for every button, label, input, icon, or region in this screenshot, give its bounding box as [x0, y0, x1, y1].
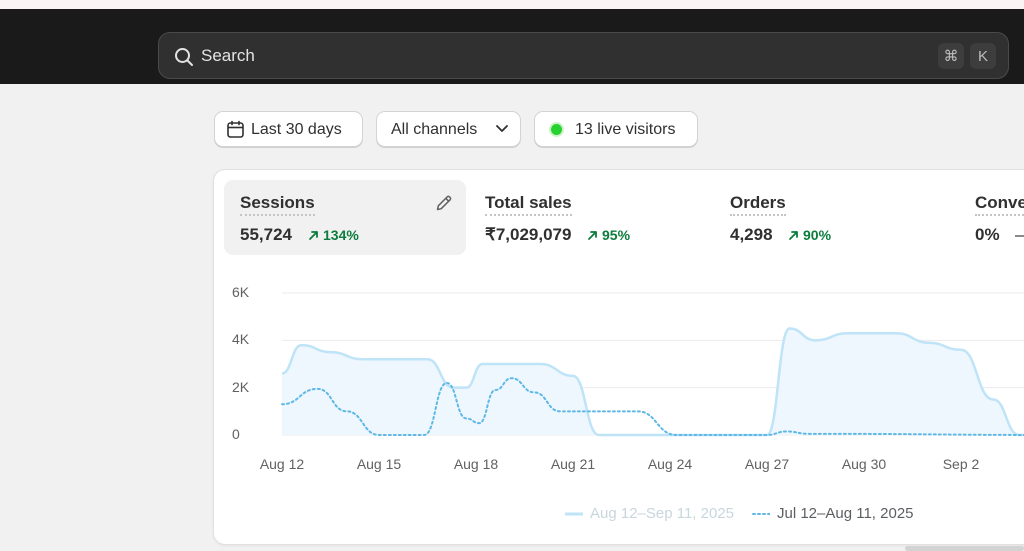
y-tick-label: 4K — [232, 331, 250, 347]
arrow-up-right-icon — [588, 230, 597, 240]
series-current-line — [281, 327, 1024, 437]
sessions-chart — [281, 292, 1024, 437]
metric-value: 0% — [975, 225, 1000, 244]
x-tick-label: Aug 30 — [841, 456, 887, 472]
analytics-card: Sessions 55,724 134% Total sales ₹7,029,… — [213, 169, 1024, 545]
search-bar[interactable]: ⌘ K — [158, 32, 1009, 79]
y-tick-label: 2K — [232, 379, 250, 395]
live-visitors-label: 13 live visitors — [575, 121, 676, 138]
legend-solid-line — [565, 512, 583, 515]
x-tick-label: Aug 27 — [744, 456, 790, 472]
legend-dotted-line — [752, 512, 770, 515]
metric-label: Total sales — [485, 193, 572, 216]
metric-label: Orders — [730, 193, 786, 216]
pencil-icon[interactable] — [434, 193, 454, 213]
metric-value: 55,724 — [240, 225, 292, 244]
x-tick-label: Aug 24 — [647, 456, 693, 472]
metric-change: 90% — [788, 227, 831, 243]
date-range-button[interactable]: Last 30 days — [214, 111, 363, 147]
channels-label: All channels — [391, 121, 478, 138]
legend-label: Jul 12–Aug 11, 2025 — [777, 505, 914, 522]
top-bar: ⌘ K — [0, 9, 1024, 84]
shortcut-cmd-key: ⌘ — [938, 43, 964, 69]
legend-current-period[interactable]: Aug 12–Sep 11, 2025 — [565, 505, 734, 522]
metric-change: 95% — [587, 227, 630, 243]
y-tick-label: 6K — [232, 284, 250, 300]
metric-conversion[interactable]: Conve 0% — [959, 180, 1024, 255]
search-input[interactable] — [201, 45, 901, 67]
metric-orders[interactable]: Orders 4,298 90% — [714, 180, 956, 255]
date-range-label: Last 30 days — [251, 121, 342, 138]
no-change-dash — [1015, 235, 1024, 237]
arrow-up-right-icon — [309, 230, 318, 240]
x-tick-label: Sep 2 — [942, 456, 980, 472]
metric-label: Sessions — [240, 193, 315, 216]
live-status-dot — [551, 124, 562, 135]
x-tick-label: Aug 18 — [453, 456, 499, 472]
series-previous-line — [281, 377, 1024, 436]
legend-label: Aug 12–Sep 11, 2025 — [590, 505, 735, 522]
series-current-area — [282, 328, 1024, 436]
live-visitors-button[interactable]: 13 live visitors — [534, 111, 698, 147]
x-tick-label: Aug 21 — [550, 456, 596, 472]
legend-previous-period[interactable]: Jul 12–Aug 11, 2025 — [752, 505, 914, 522]
chevron-down-icon — [496, 125, 508, 132]
metric-total-sales[interactable]: Total sales ₹7,029,079 95% — [469, 180, 711, 255]
x-tick-label: Aug 12 — [259, 456, 305, 472]
metric-value: 4,298 — [730, 225, 773, 244]
metric-value: ₹7,029,079 — [485, 225, 572, 244]
channels-dropdown[interactable]: All channels — [376, 111, 521, 147]
arrow-up-right-icon — [789, 230, 798, 240]
metric-change-value: 90% — [803, 227, 832, 243]
x-tick-label: Aug 15 — [356, 456, 402, 472]
window-top-strip — [0, 0, 1024, 9]
metric-sessions[interactable]: Sessions 55,724 134% — [224, 180, 466, 255]
horizontal-scrollbar[interactable] — [905, 546, 1024, 551]
metric-change-value: 134% — [323, 227, 359, 243]
metric-change: 134% — [308, 227, 359, 243]
shortcut-k-key: K — [970, 43, 996, 69]
y-tick-label: 0 — [232, 426, 240, 442]
metric-label: Conve — [975, 193, 1024, 216]
calendar-icon — [227, 120, 244, 138]
metric-change-value: 95% — [602, 227, 631, 243]
search-icon — [175, 48, 193, 66]
